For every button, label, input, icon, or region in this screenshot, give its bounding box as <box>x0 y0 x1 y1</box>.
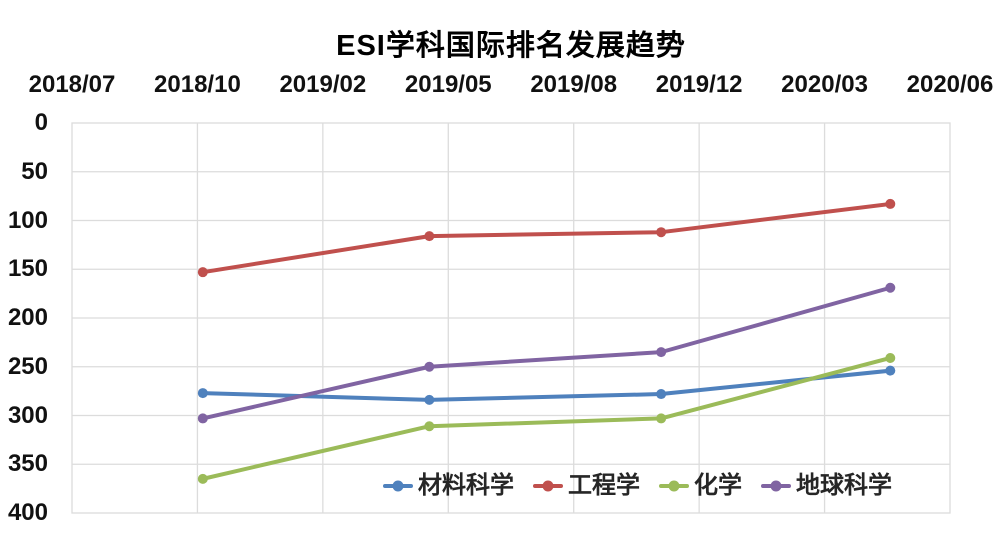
legend-label-chemistry: 化学 <box>694 472 742 499</box>
x-axis: 2018/07 2018/10 2019/02 2019/05 2019/08 2019/… <box>0 72 1000 102</box>
x-axis-label: 2019/12 <box>655 71 743 98</box>
plot-border <box>71 122 951 514</box>
x-axis-label: 2019/05 <box>404 71 492 98</box>
data-point-materials-science <box>656 389 667 400</box>
legend-item-engineering: 工程学 <box>533 471 640 501</box>
x-axis-label: 2018/07 <box>28 71 116 98</box>
chart-title: ESI学科国际排名发展趋势 <box>336 30 686 62</box>
y-axis-label: 0 <box>34 109 48 136</box>
x-axis-label: 2020/06 <box>906 71 994 98</box>
y-axis-label: 200 <box>7 304 48 331</box>
legend-label-earth-science: 地球科学 <box>796 472 892 499</box>
y-axis-label: 400 <box>7 499 48 526</box>
data-point-earth-science <box>656 347 667 358</box>
data-point-chemistry <box>197 473 208 484</box>
legend-item-chemistry: 化学 <box>659 471 742 501</box>
y-axis-label: 300 <box>7 401 48 429</box>
series-line-engineering <box>200 201 893 275</box>
data-point-materials-science <box>424 394 435 405</box>
y-axis-label: 350 <box>7 450 48 478</box>
data-point-engineering <box>424 231 435 242</box>
y-axis-label: 50 <box>21 157 48 185</box>
y-axis: 0 50 100 150 200 250 300 350 400 <box>0 0 48 544</box>
data-point-chemistry <box>424 421 435 432</box>
series-line-chemistry <box>200 355 893 481</box>
legend-item-materials-science: 材料科学 <box>383 471 514 501</box>
legend-marker-chemistry-icon <box>659 480 689 492</box>
x-axis-label: 2020/03 <box>781 71 868 98</box>
legend-item-earth-science: 地球科学 <box>761 471 892 501</box>
y-axis-label: 250 <box>7 352 48 380</box>
legend-marker-materials-science-icon <box>383 480 413 492</box>
data-point-chemistry <box>656 413 667 424</box>
x-axis-label: 2018/10 <box>154 71 241 98</box>
data-point-engineering <box>656 227 667 238</box>
y-axis-label: 150 <box>7 255 48 283</box>
y-axis-label: 100 <box>7 206 48 234</box>
legend: 材料科学 工程学 化学 地球科学 <box>383 471 892 501</box>
x-axis-label: 2019/02 <box>279 71 367 98</box>
legend-label-materials-science: 材料科学 <box>418 472 514 499</box>
data-point-earth-science <box>885 282 896 293</box>
data-point-materials-science <box>197 388 208 399</box>
x-axis-label: 2019/08 <box>530 71 618 98</box>
data-point-materials-science <box>885 365 896 376</box>
data-point-engineering <box>197 267 208 278</box>
data-point-earth-science <box>424 361 435 372</box>
series-line-earth-science <box>200 285 893 421</box>
series-line-materials-science <box>200 368 893 402</box>
data-point-earth-science <box>197 413 208 424</box>
data-point-chemistry <box>885 352 896 363</box>
legend-marker-engineering-icon <box>533 480 563 492</box>
legend-marker-earth-science-icon <box>761 480 791 492</box>
data-point-engineering <box>885 198 896 209</box>
legend-label-engineering: 工程学 <box>568 472 640 499</box>
